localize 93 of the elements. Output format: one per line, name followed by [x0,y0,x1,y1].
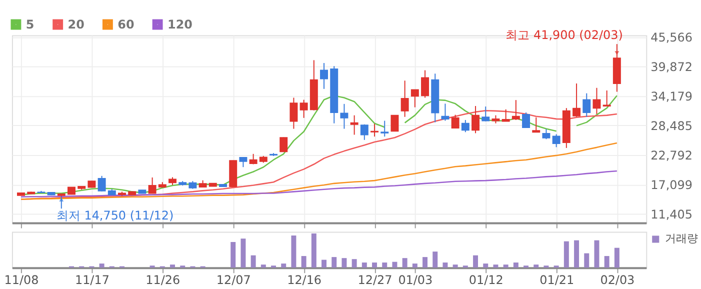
candlestick [482,106,490,122]
bar [332,257,337,268]
bar [584,253,590,268]
x-tick-label: 12/07 [216,273,251,288]
legend-label: 거래량 [665,232,698,246]
legend-label: 60 [118,17,134,32]
bar [473,255,478,268]
bar [493,264,498,268]
legend-label: 20 [68,17,84,32]
bar [311,233,316,268]
bar [422,257,428,268]
y-tick-label: 34,179 [650,89,692,104]
y-tick-label: 17,099 [650,178,692,192]
candlestick [290,97,298,130]
legend-label: 5 [26,17,34,32]
bar [392,262,398,268]
candlestick [572,82,581,118]
candlestick [522,112,530,128]
candlestick [370,123,379,138]
candlestick [148,176,156,194]
candlestick [249,153,258,165]
candlestick [472,106,480,134]
y-tick-label: 22,792 [650,148,692,162]
bar [604,256,610,268]
annotation: 최저 14,750 (11/12) [56,208,174,223]
annotation: 최고 41,900 (02/03) [506,28,623,42]
candlestick [602,90,611,106]
bar [382,262,388,268]
candlestick [239,156,248,168]
bar [452,264,458,268]
bar [230,242,236,268]
bar [594,240,600,268]
candlestick [451,114,460,129]
bar [352,259,357,268]
bar [372,262,378,268]
x-tick-label: 01/03 [398,273,433,288]
x-tick-label: 12/27 [358,273,392,288]
candlestick [280,136,288,152]
bar [483,264,488,268]
candlestick [400,80,409,118]
bar [342,258,347,268]
bar [503,264,508,268]
candlestick [461,119,470,133]
candlestick [512,100,520,120]
candlestick [300,99,308,118]
bar [250,255,256,268]
bar [301,256,306,268]
bar [240,238,246,268]
bar [322,260,327,268]
candlestick [502,108,510,122]
bar [412,264,418,268]
candlestick [390,114,399,132]
candlestick [320,62,328,90]
bar [574,240,580,268]
legend-label: 120 [168,17,192,32]
bar [291,236,296,268]
x-tick-label: 12/16 [287,273,322,288]
candlestick [542,128,550,140]
x-tick-label: 02/03 [600,273,635,288]
x-tick-label: 01/21 [540,273,574,288]
candlestick [98,175,106,192]
line-series [20,170,618,198]
bar [362,262,367,268]
candlestick [421,70,430,98]
x-tick-label: 11/17 [74,273,110,288]
candlestick [592,87,601,115]
bar [432,252,438,268]
candlestick [582,92,591,118]
y-tick-label: 11,405 [650,207,692,222]
candlestick [532,116,540,133]
bar [442,262,448,268]
y-tick-label: 28,485 [650,118,692,133]
bar [281,264,286,268]
candlestick [441,103,450,122]
candlestick [340,103,348,130]
candlestick [410,89,419,108]
candlestick [380,120,389,138]
candlestick [350,114,358,136]
bar [564,241,569,268]
x-tick-label: 11/08 [4,273,39,288]
y-tick-label: 45,566 [650,30,692,45]
candlestick [552,134,560,148]
bar [170,264,175,268]
bar [513,262,518,268]
candlestick [360,124,368,140]
x-tick-label: 11/26 [146,273,180,288]
bar [402,258,408,268]
bar [260,264,266,268]
bar [614,248,620,268]
x-tick-label: 01/12 [468,273,504,288]
bar [99,264,104,268]
y-tick-label: 39,872 [650,60,692,74]
bar [534,264,539,268]
